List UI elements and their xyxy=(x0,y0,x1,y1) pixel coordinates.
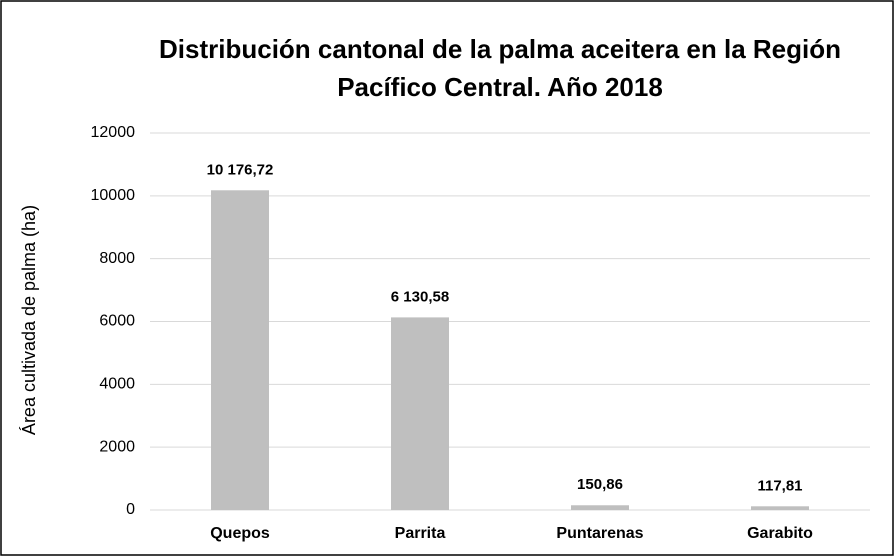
x-tick-label: Garabito xyxy=(747,525,813,542)
x-tick-label: Parrita xyxy=(395,525,446,542)
x-tick-label: Quepos xyxy=(210,525,270,542)
y-tick-label: 0 xyxy=(126,501,135,518)
chart-title: Distribución cantonal de la palma aceite… xyxy=(159,34,841,102)
bar xyxy=(391,317,449,510)
y-tick-label: 10000 xyxy=(91,187,136,204)
y-tick-label: 12000 xyxy=(91,124,136,141)
bar xyxy=(751,506,809,510)
data-label: 150,86 xyxy=(577,476,623,493)
bar xyxy=(211,190,269,511)
y-tick-label: 8000 xyxy=(99,250,135,267)
y-axis-label: Área cultivada de palma (ha) xyxy=(19,205,39,435)
y-tick-label: 6000 xyxy=(99,313,135,330)
bar xyxy=(571,505,629,510)
data-label: 10 176,72 xyxy=(207,161,274,178)
y-tick-label: 4000 xyxy=(99,376,135,393)
data-label: 6 130,58 xyxy=(391,288,449,305)
y-tick-label: 2000 xyxy=(99,438,135,455)
data-label: 117,81 xyxy=(757,477,802,494)
x-tick-label: Puntarenas xyxy=(556,525,643,542)
